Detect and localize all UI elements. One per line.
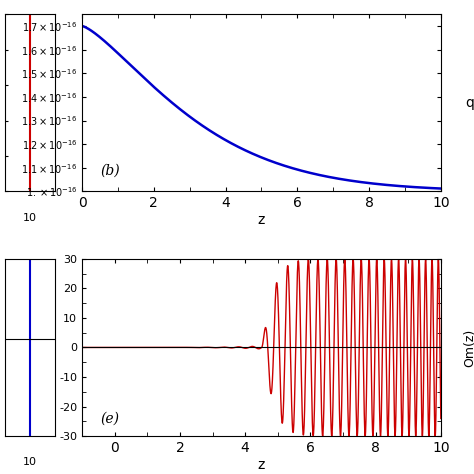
Text: 10: 10 [23, 213, 37, 223]
Text: 10: 10 [23, 457, 37, 467]
Text: q: q [465, 96, 474, 110]
Text: (b): (b) [100, 163, 119, 177]
X-axis label: z: z [258, 458, 265, 472]
Text: Om(z): Om(z) [463, 328, 474, 366]
Text: (e): (e) [100, 411, 119, 426]
X-axis label: z: z [258, 213, 265, 227]
